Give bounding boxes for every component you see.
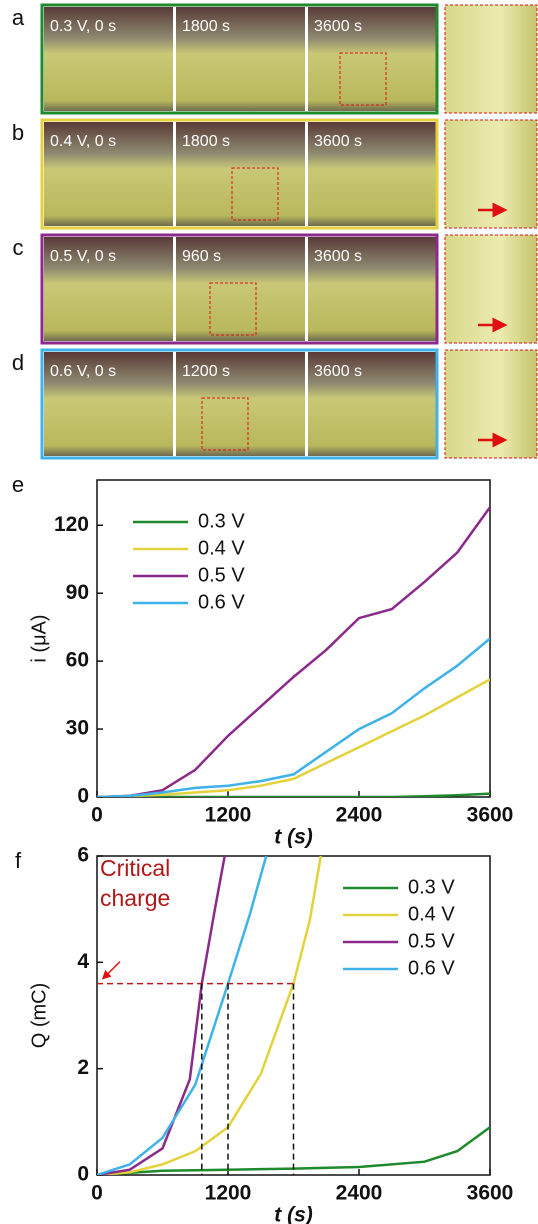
y-axis-label: Q (mC) [28,983,50,1049]
y-tick-label: 6 [77,844,89,867]
x-axis-label: t (s) [274,1204,313,1224]
zoom-box [231,167,279,221]
annotation: Critical [100,855,170,881]
y-tick-label: 60 [66,649,89,672]
legend-label: 0.6 V [198,591,245,613]
photo-label: 1200 s [182,363,230,380]
x-tick-label: 3600 [467,1182,514,1205]
series-line [97,856,226,1175]
photo [44,237,173,341]
photo-label: 0.5 V, 0 s [50,248,116,265]
panel-letter: c [13,235,24,260]
legend-label: 0.4 V [198,537,245,559]
legend-label: 0.3 V [408,876,455,898]
series-line [97,1126,490,1175]
photo [44,7,173,111]
photo [308,237,437,341]
series-line [97,506,490,797]
zoom-photo [444,349,538,459]
zoom-photo [444,234,538,344]
photo [44,352,173,456]
y-tick-label: 90 [66,581,89,604]
legend-label: 0.5 V [198,564,245,586]
photo [176,122,305,226]
photo-label: 3600 s [314,248,362,265]
y-tick-label: 0 [77,1163,89,1186]
x-tick-label: 0 [91,804,103,827]
photo-label: 0.3 V, 0 s [50,18,116,35]
x-axis-label: t (s) [274,826,313,849]
y-tick-label: 0 [77,785,89,808]
photo-label: 1800 s [182,133,230,150]
plot-frame [96,479,491,798]
zoom-photo [444,4,538,114]
series-line [97,792,490,797]
series-line [97,678,490,797]
photo-label: 0.4 V, 0 s [50,133,116,150]
legend-label: 0.6 V [408,957,455,979]
photo-label: 3600 s [314,133,362,150]
series-line [97,637,490,797]
photo [176,7,305,111]
zoom-photo [444,119,538,229]
legend-label: 0.5 V [408,930,455,952]
photo-label: 1800 s [182,18,230,35]
photo-label: 3600 s [314,363,362,380]
photo-label: 3600 s [314,18,362,35]
panel-frame [40,233,439,345]
x-tick-label: 2400 [336,1182,383,1205]
y-tick-label: 2 [77,1056,89,1079]
y-tick-label: 120 [54,513,89,536]
annotation: charge [100,885,170,911]
x-tick-label: 1200 [205,804,252,827]
zoom-box [339,52,387,106]
zoom-box [201,397,249,451]
panel-letter: d [12,350,24,375]
panel-letter: b [12,120,24,145]
panel-frame [40,348,439,460]
photo [176,352,305,456]
annotation-arrow [101,961,121,980]
legend-label: 0.4 V [408,903,455,925]
x-tick-label: 2400 [336,804,383,827]
photo [176,237,305,341]
panel-frame [40,118,439,230]
series-line [97,856,268,1175]
photo [308,352,437,456]
photo [44,122,173,226]
panel-letter: a [12,5,25,30]
panel-letter: e [12,472,24,497]
panel-letter: f [15,848,22,873]
x-tick-label: 0 [91,1182,103,1205]
photo [308,7,437,111]
x-tick-label: 3600 [467,804,514,827]
x-tick-label: 1200 [205,1182,252,1205]
y-tick-label: 30 [66,717,89,740]
legend-label: 0.3 V [198,510,245,532]
panel-frame [40,3,439,115]
photo [308,122,437,226]
zoom-box [209,282,257,336]
photo-label: 0.6 V, 0 s [50,363,116,380]
y-axis-label: i (μA) [28,614,50,662]
photo-label: 960 s [182,248,221,265]
y-tick-label: 4 [77,950,89,973]
